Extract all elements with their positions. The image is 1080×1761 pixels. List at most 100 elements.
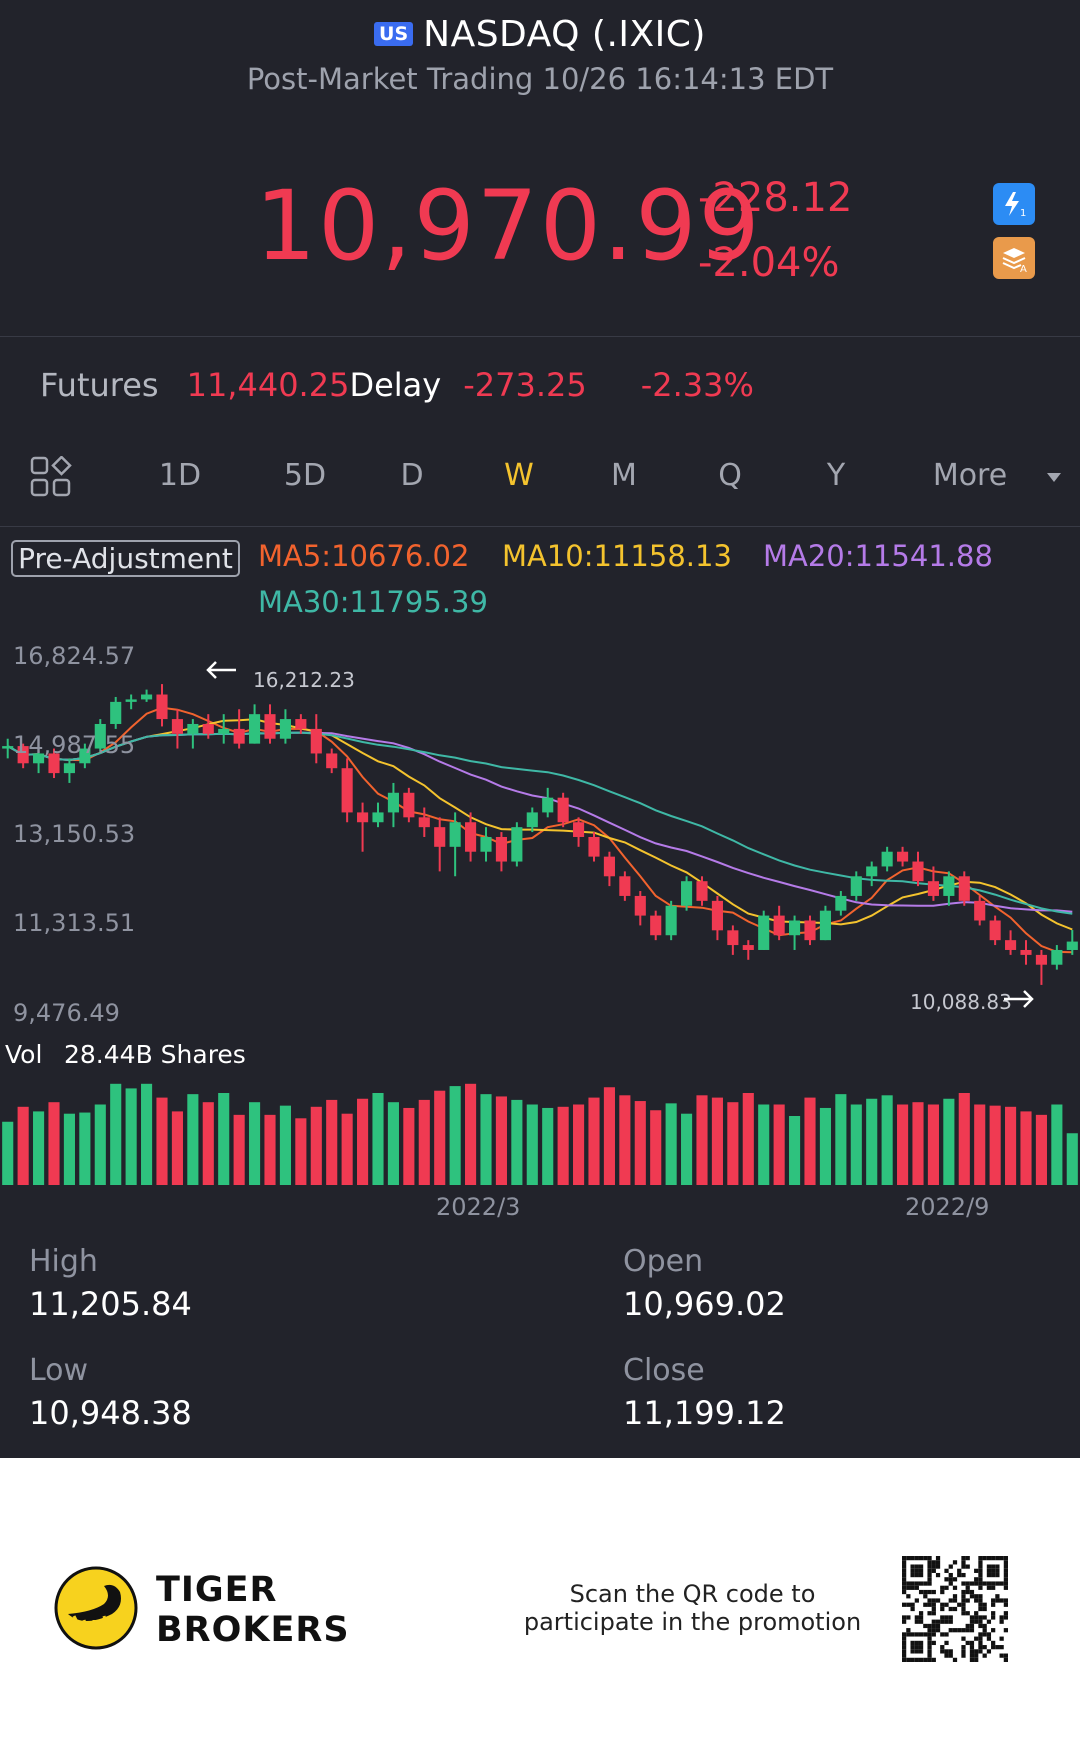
- candle[interactable]: [387, 792, 399, 813]
- candle[interactable]: [526, 812, 538, 828]
- divider: [0, 526, 1080, 527]
- candle[interactable]: [141, 694, 153, 700]
- candle[interactable]: [557, 797, 569, 823]
- candle[interactable]: [1066, 941, 1078, 950]
- candle[interactable]: [125, 699, 137, 702]
- tab-m[interactable]: M: [611, 458, 637, 493]
- arrow-left-icon: [204, 658, 238, 686]
- candle[interactable]: [511, 827, 523, 862]
- candle[interactable]: [897, 851, 909, 862]
- pre-adjustment-button[interactable]: Pre-Adjustment: [11, 540, 240, 577]
- caret-down-icon[interactable]: [1047, 468, 1061, 487]
- candle[interactable]: [850, 876, 862, 896]
- stack-icon[interactable]: A: [993, 237, 1035, 279]
- candle[interactable]: [819, 910, 831, 941]
- candle[interactable]: [681, 881, 693, 906]
- candle[interactable]: [619, 876, 631, 896]
- candle[interactable]: [264, 714, 276, 739]
- candle[interactable]: [989, 920, 1001, 941]
- candle[interactable]: [326, 753, 338, 769]
- volume-bar: [110, 1083, 122, 1185]
- tab-1d[interactable]: 1D: [158, 458, 202, 493]
- candle[interactable]: [79, 748, 91, 764]
- tab-y[interactable]: Y: [826, 458, 846, 493]
- candle[interactable]: [773, 915, 785, 936]
- volume-bar: [233, 1114, 245, 1185]
- price-change: -228.12: [698, 175, 853, 221]
- qr-code[interactable]: [902, 1556, 1008, 1666]
- tab-5d[interactable]: 5D: [283, 458, 327, 493]
- y-axis-label: 9,476.49: [13, 999, 120, 1027]
- candlestick-chart[interactable]: [0, 630, 1080, 1210]
- candle[interactable]: [110, 701, 122, 724]
- candle[interactable]: [202, 723, 214, 734]
- candle[interactable]: [449, 822, 461, 847]
- candle[interactable]: [789, 920, 801, 936]
- low-marker: 10,088.83: [910, 990, 1012, 1014]
- candle[interactable]: [974, 900, 986, 921]
- candle[interactable]: [187, 723, 199, 734]
- page-title[interactable]: NASDAQ (.IXIC): [423, 13, 706, 55]
- candle[interactable]: [341, 768, 353, 813]
- candle[interactable]: [727, 930, 739, 946]
- candle[interactable]: [634, 895, 646, 916]
- candle[interactable]: [48, 753, 60, 774]
- candle[interactable]: [249, 714, 261, 744]
- candle[interactable]: [542, 797, 554, 813]
- candle[interactable]: [958, 876, 970, 901]
- candle[interactable]: [480, 836, 492, 852]
- volume-bar: [758, 1104, 770, 1185]
- candle[interactable]: [742, 945, 754, 950]
- candle[interactable]: [573, 822, 585, 837]
- candle[interactable]: [171, 719, 183, 734]
- candle[interactable]: [218, 728, 230, 734]
- candle[interactable]: [1035, 954, 1047, 965]
- candle[interactable]: [665, 905, 677, 936]
- candle[interactable]: [403, 792, 415, 818]
- candle[interactable]: [603, 856, 615, 877]
- candle[interactable]: [17, 746, 29, 764]
- candle[interactable]: [866, 866, 878, 877]
- candle[interactable]: [372, 812, 384, 823]
- high-value: 11,205.84: [29, 1285, 192, 1323]
- futures-row[interactable]: Futures 11,440.25 Delay -273.25 -2.33%: [40, 360, 754, 410]
- candle[interactable]: [650, 915, 662, 936]
- futures-change: -273.25: [463, 366, 587, 404]
- candle[interactable]: [835, 895, 847, 911]
- tab-d[interactable]: D: [400, 458, 424, 493]
- candle[interactable]: [927, 881, 939, 896]
- candle[interactable]: [156, 694, 168, 720]
- candle[interactable]: [1020, 949, 1032, 955]
- candle[interactable]: [418, 817, 430, 828]
- candle[interactable]: [758, 915, 770, 950]
- candle[interactable]: [804, 920, 816, 941]
- tab-more[interactable]: More: [932, 458, 1008, 493]
- candle[interactable]: [711, 900, 723, 931]
- candle[interactable]: [1005, 940, 1017, 950]
- candle[interactable]: [2, 746, 14, 749]
- volume-bar: [927, 1104, 939, 1185]
- candle[interactable]: [1051, 949, 1063, 965]
- candle[interactable]: [696, 881, 708, 901]
- grid-icon[interactable]: [30, 455, 72, 502]
- candle[interactable]: [310, 728, 322, 754]
- volume-bar: [974, 1104, 986, 1185]
- candle[interactable]: [588, 836, 600, 857]
- candle[interactable]: [434, 827, 446, 847]
- candle[interactable]: [357, 812, 369, 823]
- flash-icon[interactable]: 1: [993, 183, 1035, 225]
- volume-bar: [681, 1113, 693, 1185]
- candle[interactable]: [279, 719, 291, 739]
- candle[interactable]: [295, 719, 307, 729]
- tab-q[interactable]: Q: [718, 458, 742, 493]
- candle[interactable]: [881, 851, 893, 867]
- candle[interactable]: [943, 876, 955, 896]
- candle[interactable]: [63, 763, 75, 774]
- tab-w[interactable]: W: [504, 458, 534, 493]
- candle[interactable]: [94, 723, 106, 749]
- candle[interactable]: [233, 728, 245, 744]
- candle[interactable]: [495, 836, 507, 862]
- candle[interactable]: [33, 753, 45, 764]
- candle[interactable]: [465, 822, 477, 852]
- candle[interactable]: [912, 861, 924, 882]
